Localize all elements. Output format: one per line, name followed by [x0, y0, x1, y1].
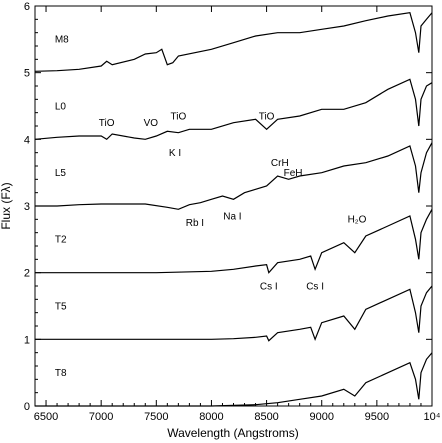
y-tick-label: 1 — [24, 334, 30, 346]
series-label-m8: M8 — [55, 35, 69, 46]
annotation-label: TiO — [99, 118, 115, 129]
annotation-label: TiO — [170, 111, 186, 122]
x-axis-label: Wavelength (Angstroms) — [167, 426, 299, 440]
series-label-t2: T2 — [55, 235, 67, 246]
x-tick-label: 8000 — [199, 411, 223, 423]
series-line-t2 — [35, 209, 433, 274]
annotation-label: Cs I — [306, 281, 324, 292]
x-tick-label: 9000 — [309, 411, 333, 423]
series-label-l5: L5 — [55, 168, 67, 179]
y-tick-label: 5 — [24, 68, 30, 80]
series-label-l0: L0 — [55, 101, 67, 112]
y-tick-label: 6 — [24, 1, 30, 13]
series-label-t8: T8 — [55, 368, 67, 379]
x-tick-label: 7000 — [89, 411, 113, 423]
x-tick-label: 10⁴ — [424, 411, 441, 423]
series-line-l5 — [35, 142, 433, 210]
x-tick-label: 8500 — [254, 411, 278, 423]
y-axis-label: Flux (Fλ) — [0, 182, 13, 229]
y-tick-label: 0 — [24, 401, 30, 413]
series-line-l0 — [34, 78, 433, 141]
annotation-label: Cs I — [260, 281, 278, 292]
annotation-label: TiO — [259, 111, 275, 122]
x-tick-label: 9500 — [365, 411, 389, 423]
x-tick-label: 6500 — [34, 411, 58, 423]
plot-frame — [34, 5, 433, 407]
annotation-label: Rb I — [186, 218, 204, 229]
series-line-t8 — [35, 352, 433, 407]
y-tick-label: 3 — [24, 201, 30, 213]
annotation-label: H₂O — [348, 215, 367, 226]
series-line-t5 — [35, 285, 433, 342]
x-tick-label: 7500 — [144, 411, 168, 423]
series-line-m8 — [34, 12, 433, 72]
annotation-label: K I — [169, 148, 181, 159]
annotation-label: FeH — [284, 168, 303, 179]
annotation-label: Na I — [223, 211, 241, 222]
y-tick-label: 2 — [24, 268, 30, 280]
annotation-label: CrH — [271, 158, 289, 169]
y-tick-label: 4 — [24, 134, 30, 146]
series-label-t5: T5 — [55, 301, 67, 312]
annotation-label: VO — [144, 118, 159, 129]
